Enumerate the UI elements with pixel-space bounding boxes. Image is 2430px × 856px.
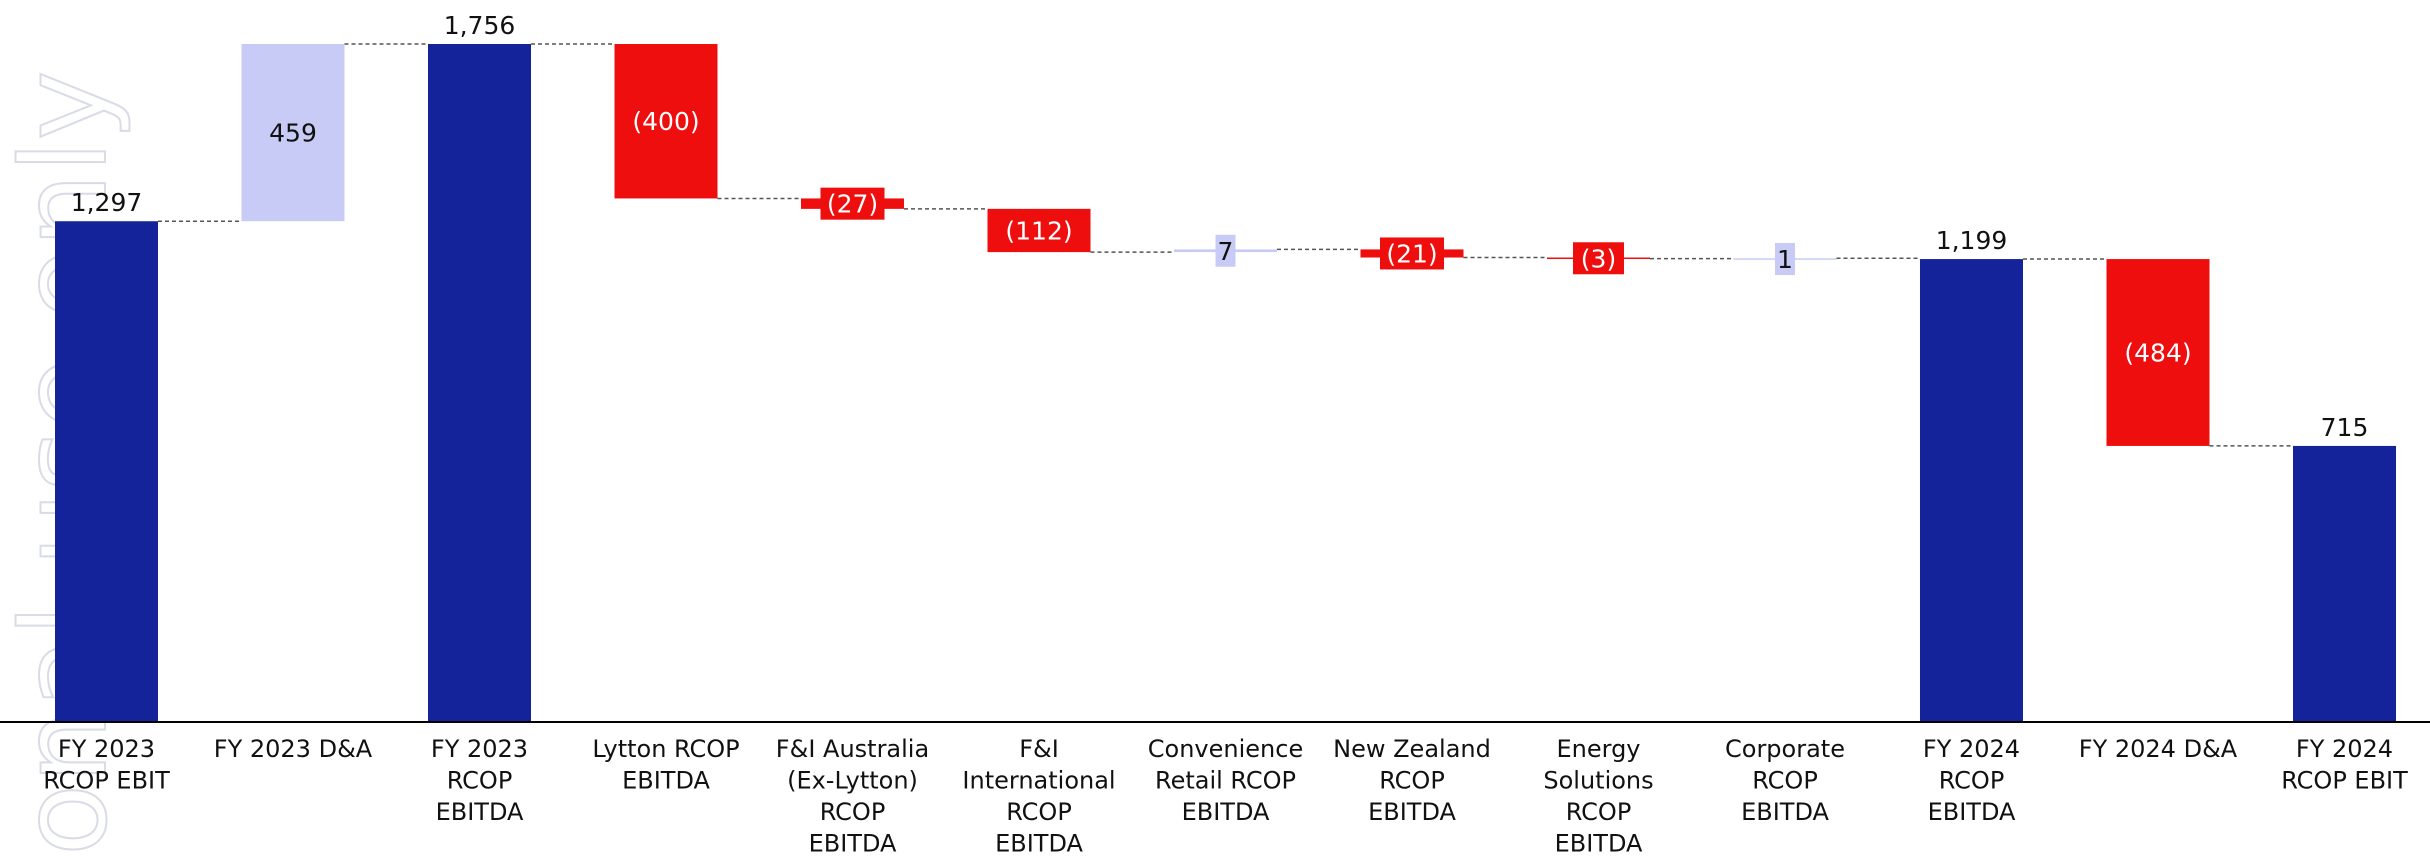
- waterfall-bar: [2106, 259, 2210, 446]
- x-tick-label: EBITDA: [995, 830, 1083, 856]
- x-tick-label: EBITDA: [1928, 798, 2016, 826]
- x-tick-label: EBITDA: [1182, 798, 1270, 826]
- waterfall-bar: [2293, 445, 2396, 722]
- x-tick-label: RCOP: [1752, 767, 1818, 795]
- data-label-background: [1380, 237, 1444, 270]
- x-tick-label: Corporate: [1725, 735, 1845, 763]
- x-tick-label: EBITDA: [1368, 798, 1456, 826]
- data-label: (27): [827, 190, 878, 219]
- data-label-background: [1573, 242, 1624, 275]
- x-tick-label: FY 2024: [2296, 735, 2393, 763]
- x-tick-label: EBITDA: [1555, 830, 1643, 856]
- x-tick-label: EBITDA: [809, 830, 897, 856]
- x-tick-label: Energy: [1556, 735, 1640, 763]
- x-tick-label: EBITDA: [436, 798, 524, 826]
- waterfall-bar: [55, 221, 158, 722]
- data-label: 7: [1218, 237, 1234, 266]
- x-tick-label: F&I Australia: [776, 735, 929, 763]
- data-label: (3): [1581, 244, 1616, 273]
- data-label: (400): [632, 107, 699, 136]
- x-tick-label: New Zealand: [1333, 735, 1491, 763]
- data-label: 1: [1777, 245, 1793, 274]
- waterfall-bar: [1920, 259, 2023, 722]
- x-tick-label: RCOP EBIT: [2281, 767, 2408, 795]
- waterfall-bar: [614, 44, 718, 199]
- x-tick-label: EBITDA: [1741, 798, 1829, 826]
- data-label-background: [1775, 243, 1795, 276]
- x-tick-label: RCOP EBIT: [43, 767, 170, 795]
- x-tick-label: Retail RCOP: [1155, 767, 1296, 795]
- data-label: 1,756: [444, 11, 516, 40]
- waterfall-bar: [241, 44, 345, 222]
- x-tick-label: RCOP: [1379, 767, 1445, 795]
- x-tick-label: RCOP: [1566, 798, 1632, 826]
- data-label: 1,297: [71, 188, 143, 217]
- data-label: 1,199: [1936, 226, 2008, 255]
- data-label-background: [1215, 234, 1236, 267]
- x-tick-label: FY 2024: [1923, 735, 2020, 763]
- x-tick-label: EBITDA: [622, 767, 710, 795]
- x-tick-label: RCOP: [447, 767, 513, 795]
- x-tick-label: F&I: [1019, 735, 1059, 763]
- x-tick-label: (Ex-Lytton): [787, 767, 918, 795]
- x-tick-label: FY 2023: [431, 735, 528, 763]
- x-tick-label: FY 2023 D&A: [214, 735, 373, 763]
- waterfall-bar: [428, 44, 531, 722]
- data-label-background: [820, 187, 885, 220]
- x-tick-label: FY 2024 D&A: [2079, 735, 2238, 763]
- x-tick-label: International: [962, 767, 1115, 795]
- x-tick-label: RCOP: [1939, 767, 2005, 795]
- waterfall-bar: [987, 208, 1091, 253]
- x-tick-label: RCOP: [820, 798, 886, 826]
- x-tick-label: Solutions: [1543, 767, 1653, 795]
- data-label: (484): [2124, 338, 2191, 367]
- data-label: 459: [269, 119, 317, 148]
- data-label: (112): [1005, 216, 1072, 245]
- x-tick-label: RCOP: [1006, 798, 1072, 826]
- data-label: (21): [1386, 239, 1437, 268]
- data-label: 715: [2321, 413, 2369, 442]
- x-tick-label: Lytton RCOP: [592, 735, 739, 763]
- x-tick-label: Convenience: [1148, 735, 1303, 763]
- x-tick-label: FY 2023: [58, 735, 155, 763]
